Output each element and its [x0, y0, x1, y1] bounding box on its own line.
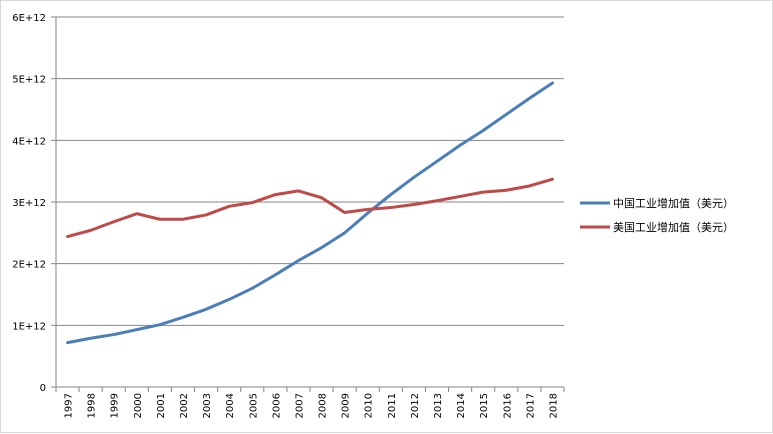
- x-tick-label: 2018: [548, 393, 559, 418]
- legend-label-2: 美国工业增加值（美元）: [613, 220, 734, 234]
- x-tick-label: 2014: [456, 393, 467, 418]
- x-tick-label: 2010: [364, 393, 375, 418]
- x-tick-label: 2012: [410, 393, 421, 418]
- x-tick-label: 2015: [479, 393, 490, 418]
- series-line-1: [66, 81, 554, 345]
- x-tick-label: 2006: [271, 393, 282, 418]
- x-tick-label: 2007: [294, 393, 305, 418]
- x-tick-label: 2004: [225, 393, 236, 418]
- x-tick-label: 2000: [133, 393, 144, 418]
- x-tick-label: 2001: [156, 393, 167, 418]
- x-tick-label: 2017: [525, 393, 536, 418]
- x-tick-label: 1999: [110, 393, 121, 418]
- x-tick-label: 2011: [387, 393, 398, 418]
- y-tick-label: 0: [40, 383, 46, 394]
- x-tick-label: 1997: [64, 393, 75, 418]
- series-line-2: [66, 177, 554, 239]
- x-tick-label: 1998: [87, 393, 98, 418]
- x-tick-label: 2009: [341, 393, 352, 418]
- x-tick-label: 2013: [433, 393, 444, 418]
- y-tick-label: 2E+12: [12, 260, 46, 271]
- x-tick-label: 2016: [502, 393, 513, 418]
- y-tick-label: 4E+12: [12, 136, 46, 147]
- x-tick-label: 2003: [202, 393, 213, 418]
- x-tick-label: 2008: [318, 393, 329, 418]
- y-tick-label: 6E+12: [12, 13, 46, 24]
- legend-label-1: 中国工业增加值（美元）: [613, 196, 734, 210]
- y-tick-label: 5E+12: [12, 75, 46, 86]
- y-tick-label: 3E+12: [12, 198, 46, 209]
- x-tick-label: 2005: [248, 393, 259, 418]
- x-tick-label: 2002: [179, 393, 190, 418]
- y-tick-label: 1E+12: [12, 321, 46, 332]
